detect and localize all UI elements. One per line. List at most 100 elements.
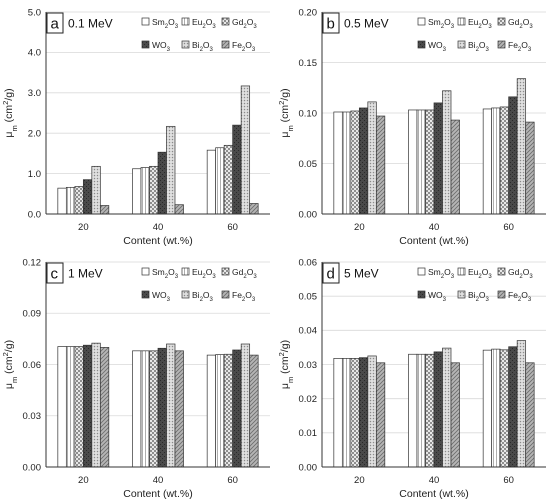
bar (157, 151, 167, 215)
panel-c-letter: c (51, 266, 59, 283)
y-tick-label: 0.02 (299, 394, 318, 405)
bar (442, 90, 452, 215)
panel-c-y-ticks: 0.00 0.03 0.06 0.09 0.12 (23, 257, 42, 473)
bar (491, 348, 501, 468)
bar (491, 107, 501, 215)
legend-swatch (457, 40, 466, 49)
bar (99, 347, 110, 468)
panel-a-legend: Sm2O3 Eu2O3 Gd2O3 WO3 Bi2O3 Fe2O3 (141, 17, 257, 53)
legend-swatch (221, 290, 230, 299)
bar (408, 353, 418, 468)
panel-d: 0.00 0.01 0.02 0.03 0.04 0.05 0.06 20 40 60 Sm2O… (277, 257, 546, 500)
panel-d-title: 5 MeV (344, 267, 379, 281)
legend-swatch (181, 17, 190, 26)
legend-label: Gd2O3 (232, 267, 257, 280)
panel-a-y-axis-label: μm (cm2/g) (1, 88, 19, 137)
bar (425, 109, 435, 215)
legend-label: Sm2O3 (152, 267, 179, 280)
bar (375, 115, 386, 215)
panel-d-x-ticks: 20 40 60 (354, 475, 514, 486)
panel-b-x-ticks: 20 40 60 (354, 222, 514, 233)
y-tick-label: 0.00 (299, 209, 318, 220)
bar (341, 111, 352, 215)
legend-label: Gd2O3 (508, 267, 533, 280)
legend-swatch (417, 290, 426, 299)
bar (482, 108, 493, 215)
legend-swatch (221, 267, 230, 276)
bar (425, 353, 435, 468)
y-tick-label: 0.09 (23, 309, 42, 320)
x-tick-label: 20 (354, 475, 365, 486)
bar (223, 353, 234, 468)
legend-swatch (141, 17, 150, 26)
y-tick-label: 0.03 (23, 411, 42, 422)
legend-swatch (497, 40, 506, 49)
panel-d-y-axis-label: μm (cm2/g) (277, 340, 295, 389)
y-tick-label: 0.06 (23, 360, 42, 371)
bar (350, 110, 360, 215)
legend-swatch (417, 40, 426, 49)
bar (450, 119, 460, 215)
panel-b-x-axis-label: Content (wt.%) (399, 235, 468, 247)
x-tick-label: 40 (153, 222, 164, 233)
bar (482, 349, 493, 468)
y-tick-label: 0.20 (299, 7, 318, 18)
bar (57, 187, 67, 215)
legend-label: Sm2O3 (428, 267, 455, 280)
bar (57, 346, 67, 468)
bar (367, 355, 377, 468)
bar (99, 205, 110, 215)
panel-b-y-ticks: 0.00 0.05 0.10 0.15 0.20 (299, 7, 318, 220)
legend-label: Fe2O3 (508, 290, 532, 303)
bar (232, 349, 242, 468)
bar (416, 109, 426, 215)
panel-d-bars (333, 340, 535, 468)
legend-swatch (141, 267, 150, 276)
y-tick-label: 0.01 (299, 428, 318, 439)
bar (215, 147, 225, 215)
bar (140, 167, 150, 215)
y-tick-label: 0.05 (299, 291, 318, 302)
panel-c-x-axis-label: Content (wt.%) (123, 488, 192, 500)
panel-b-axes (321, 12, 546, 215)
bar (82, 179, 93, 215)
y-tick-label: 0.03 (299, 360, 318, 371)
panel-c-x-ticks: 20 40 60 (78, 475, 238, 486)
panel-b-legend: Sm2O3 Eu2O3 Gd2O3 WO3 Bi2O3 Fe2O3 (417, 17, 533, 53)
legend-swatch (181, 40, 190, 49)
panel-a-y-ticks: 0.0 1.0 2.0 3.0 4.0 5.0 (28, 7, 41, 220)
bar (358, 357, 369, 468)
x-tick-label: 60 (503, 475, 514, 486)
bar (166, 125, 176, 215)
panel-a: 0.0 1.0 2.0 3.0 4.0 5.0 20 40 60 Sm2O3 Eu2O3 Gd2O… (1, 7, 270, 247)
bar (408, 109, 418, 215)
bar (525, 121, 535, 215)
x-tick-label: 40 (429, 222, 440, 233)
legend-swatch (457, 17, 466, 26)
panel-a-title-box: a 0.1 MeV (46, 12, 113, 34)
legend-label: Bi2O3 (192, 40, 214, 53)
legend-swatch (457, 267, 466, 276)
panel-c-title-box: c 1 MeV (46, 262, 103, 284)
legend-label: Gd2O3 (508, 17, 533, 30)
legend-label: Eu2O3 (192, 17, 216, 30)
panel-b: 0.00 0.05 0.10 0.15 0.20 20 40 60 Sm2O3 Eu2O3 Gd… (277, 7, 546, 247)
x-tick-label: 60 (227, 222, 238, 233)
panel-d-x-axis-label: Content (wt.%) (399, 488, 468, 500)
bar (132, 168, 142, 215)
bar (358, 107, 369, 215)
bar (174, 204, 184, 215)
legend-label: WO3 (152, 290, 171, 303)
x-tick-label: 60 (227, 475, 238, 486)
bar (206, 354, 217, 468)
bar (149, 350, 159, 468)
legend-label: WO3 (152, 40, 171, 53)
bar (433, 102, 443, 215)
y-tick-label: 4.0 (28, 48, 41, 59)
bar (508, 96, 518, 215)
panel-a-axes (45, 12, 270, 215)
legend-label: Eu2O3 (468, 17, 492, 30)
bar (416, 353, 426, 468)
y-tick-label: 5.0 (28, 7, 41, 18)
bar (333, 358, 343, 468)
